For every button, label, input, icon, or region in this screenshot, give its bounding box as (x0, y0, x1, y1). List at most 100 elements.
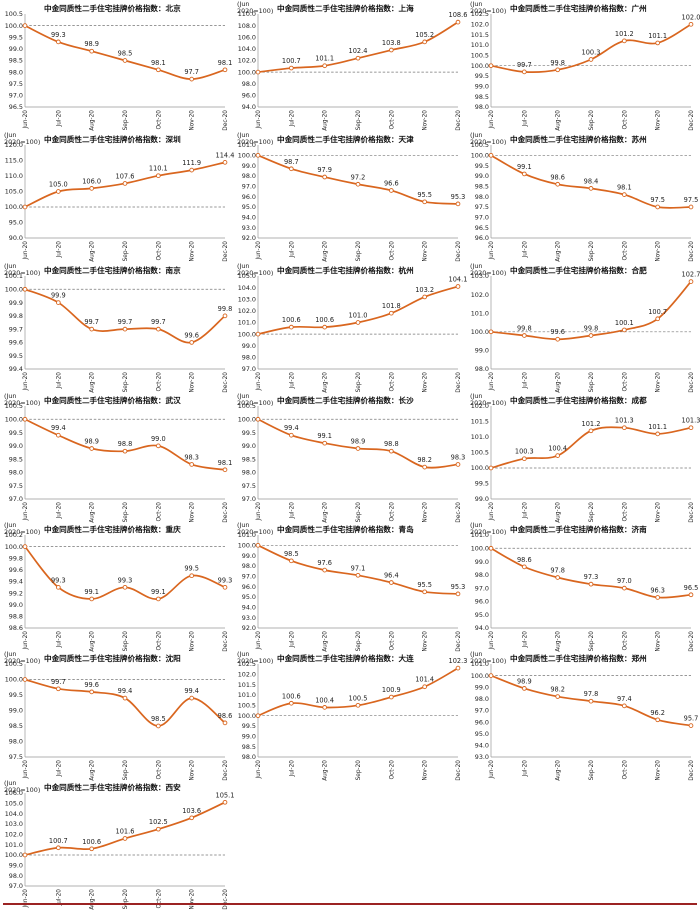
chart-title: 中金同质性二手住宅挂牌价格指数：深圳 (44, 134, 181, 144)
unit-label: (Jun (4, 521, 16, 529)
x-tick-label: Oct-20 (156, 760, 162, 780)
data-label: 99.8 (550, 59, 565, 67)
data-label: 97.4 (617, 695, 632, 703)
x-tick-label: Dec-20 (456, 110, 462, 131)
data-label: 98.9 (84, 438, 99, 446)
y-tick-label: 101.5 (471, 31, 489, 39)
data-point (588, 428, 594, 434)
x-tick-label: Oct-20 (622, 631, 628, 651)
x-tick-label: Aug-20 (323, 110, 329, 131)
data-label: 99.6 (550, 328, 565, 336)
data-point (688, 592, 694, 598)
data-point (555, 181, 561, 187)
y-tick-label: 98.0 (242, 354, 256, 362)
data-label: 99.5 (184, 565, 199, 573)
data-label: 95.5 (417, 191, 432, 199)
y-tick-label: 100.0 (238, 68, 256, 76)
y-tick-label: 97.5 (9, 482, 23, 490)
data-point (555, 575, 561, 580)
y-tick-label: 100.5 (471, 52, 489, 60)
data-label: 97.7 (184, 68, 199, 76)
y-tick-label: 100.5 (238, 402, 256, 410)
y-tick-label: 99.0 (242, 552, 256, 560)
data-label: 95.5 (417, 581, 432, 589)
y-tick-label: 94.0 (242, 103, 256, 111)
y-tick-label: 98.0 (475, 103, 489, 111)
y-tick-label: 101.0 (471, 41, 489, 49)
data-point (189, 167, 195, 173)
chart-panel: (Jun 2020=100) 中金同质性二手住宅挂牌价格指数：武汉 97.0 97.5 9… (0, 392, 233, 524)
data-label: 99.4 (284, 424, 299, 432)
data-point (488, 465, 494, 471)
x-tick-label: Oct-20 (156, 631, 162, 651)
unit-label: 2020=100) (4, 138, 40, 146)
unit-label: 2020=100) (4, 399, 40, 407)
x-tick-label: Dec-20 (223, 760, 229, 781)
x-tick-label: Nov-20 (423, 110, 429, 131)
y-tick-label: 106.0 (5, 789, 23, 797)
x-tick-label: Nov-20 (656, 760, 662, 781)
chart-panel: (Jun 2020=100) 中金同质性二手住宅挂牌价格指数：上海 94.0 96.0 9… (233, 0, 467, 132)
x-tick-label: Nov-20 (656, 372, 662, 393)
x-tick-label: Sep-20 (123, 241, 129, 262)
data-label: 103.8 (382, 39, 401, 47)
data-point (189, 462, 195, 467)
data-point (255, 416, 261, 422)
line-chart: 中金同质性二手住宅挂牌价格指数：北京 96.5 97.0 97.5 98.0 98.5 99… (5, 3, 233, 131)
chart-title: 中金同质性二手住宅挂牌价格指数：重庆 (44, 524, 181, 534)
chart-panel: (Jun 2020=100) 中金同质性二手住宅挂牌价格指数：郑州 93.0 94.0 9… (466, 650, 699, 782)
chart-title: 中金同质性二手住宅挂牌价格指数：济南 (510, 524, 647, 534)
x-tick-label: Nov-20 (656, 631, 662, 652)
y-tick-label: 97.0 (242, 183, 256, 191)
y-tick-label: 100.0 (471, 152, 489, 160)
data-label: 99.8 (218, 305, 233, 313)
data-label: 100.7 (648, 308, 667, 316)
x-tick-label: Sep-20 (123, 502, 129, 523)
y-tick-label: 98.5 (9, 455, 23, 463)
chart-panel: (Jun 2020=100) 中金同质性二手住宅挂牌价格指数：大连 98.0 98.5 9… (233, 650, 467, 782)
data-label: 101.3 (682, 417, 700, 425)
x-tick-label: Jul-20 (56, 889, 62, 907)
data-label: 99.6 (84, 681, 99, 689)
x-tick-label: Sep-20 (123, 372, 129, 393)
y-tick-label: 100.1 (5, 272, 23, 280)
y-tick-label: 98.5 (9, 57, 23, 65)
x-tick-label: Aug-20 (323, 760, 329, 781)
data-point (189, 76, 195, 82)
unit-label: (Jun (237, 131, 249, 139)
unit-label: 2020=100) (237, 7, 273, 15)
chart-panel: (Jun 2020=100) 中金同质性二手住宅挂牌价格指数：长沙 97.0 97.5 9… (233, 392, 466, 524)
data-label: 102.5 (149, 818, 168, 826)
y-tick-label: 93.0 (242, 614, 256, 622)
unit-label: 2020=100) (470, 528, 506, 536)
x-tick-label: Dec-20 (456, 631, 462, 652)
y-tick-label: 92.0 (242, 624, 256, 632)
y-tick-label: 98.0 (475, 695, 489, 703)
data-point (455, 591, 461, 597)
data-label: 97.0 (617, 577, 632, 585)
y-tick-label: 98.0 (475, 365, 489, 373)
data-label: 99.8 (584, 325, 599, 333)
y-tick-label: 98.0 (9, 469, 23, 477)
data-point (288, 432, 294, 438)
y-tick-label: 99.0 (475, 83, 489, 91)
data-point (189, 573, 195, 579)
x-tick-label: Nov-20 (190, 372, 196, 393)
unit-label: 2020=100) (4, 528, 40, 536)
x-tick-label: Nov-20 (423, 241, 429, 262)
x-tick-label: Jun-20 (23, 372, 29, 392)
data-point (89, 689, 95, 695)
chart-panel: (Jun 2020=100) 中金同质性二手住宅挂牌价格指数：深圳 90.0 95.0 1… (0, 131, 234, 263)
y-tick-label: 100.5 (471, 141, 489, 149)
data-point (621, 327, 627, 333)
data-point (388, 47, 394, 53)
x-tick-label: Dec-20 (223, 631, 229, 652)
data-label: 99.7 (517, 61, 532, 69)
data-point (322, 705, 328, 710)
data-label: 101.8 (382, 302, 401, 310)
y-tick-label: 105.0 (238, 272, 256, 280)
x-tick-label: Sep-20 (356, 631, 362, 652)
